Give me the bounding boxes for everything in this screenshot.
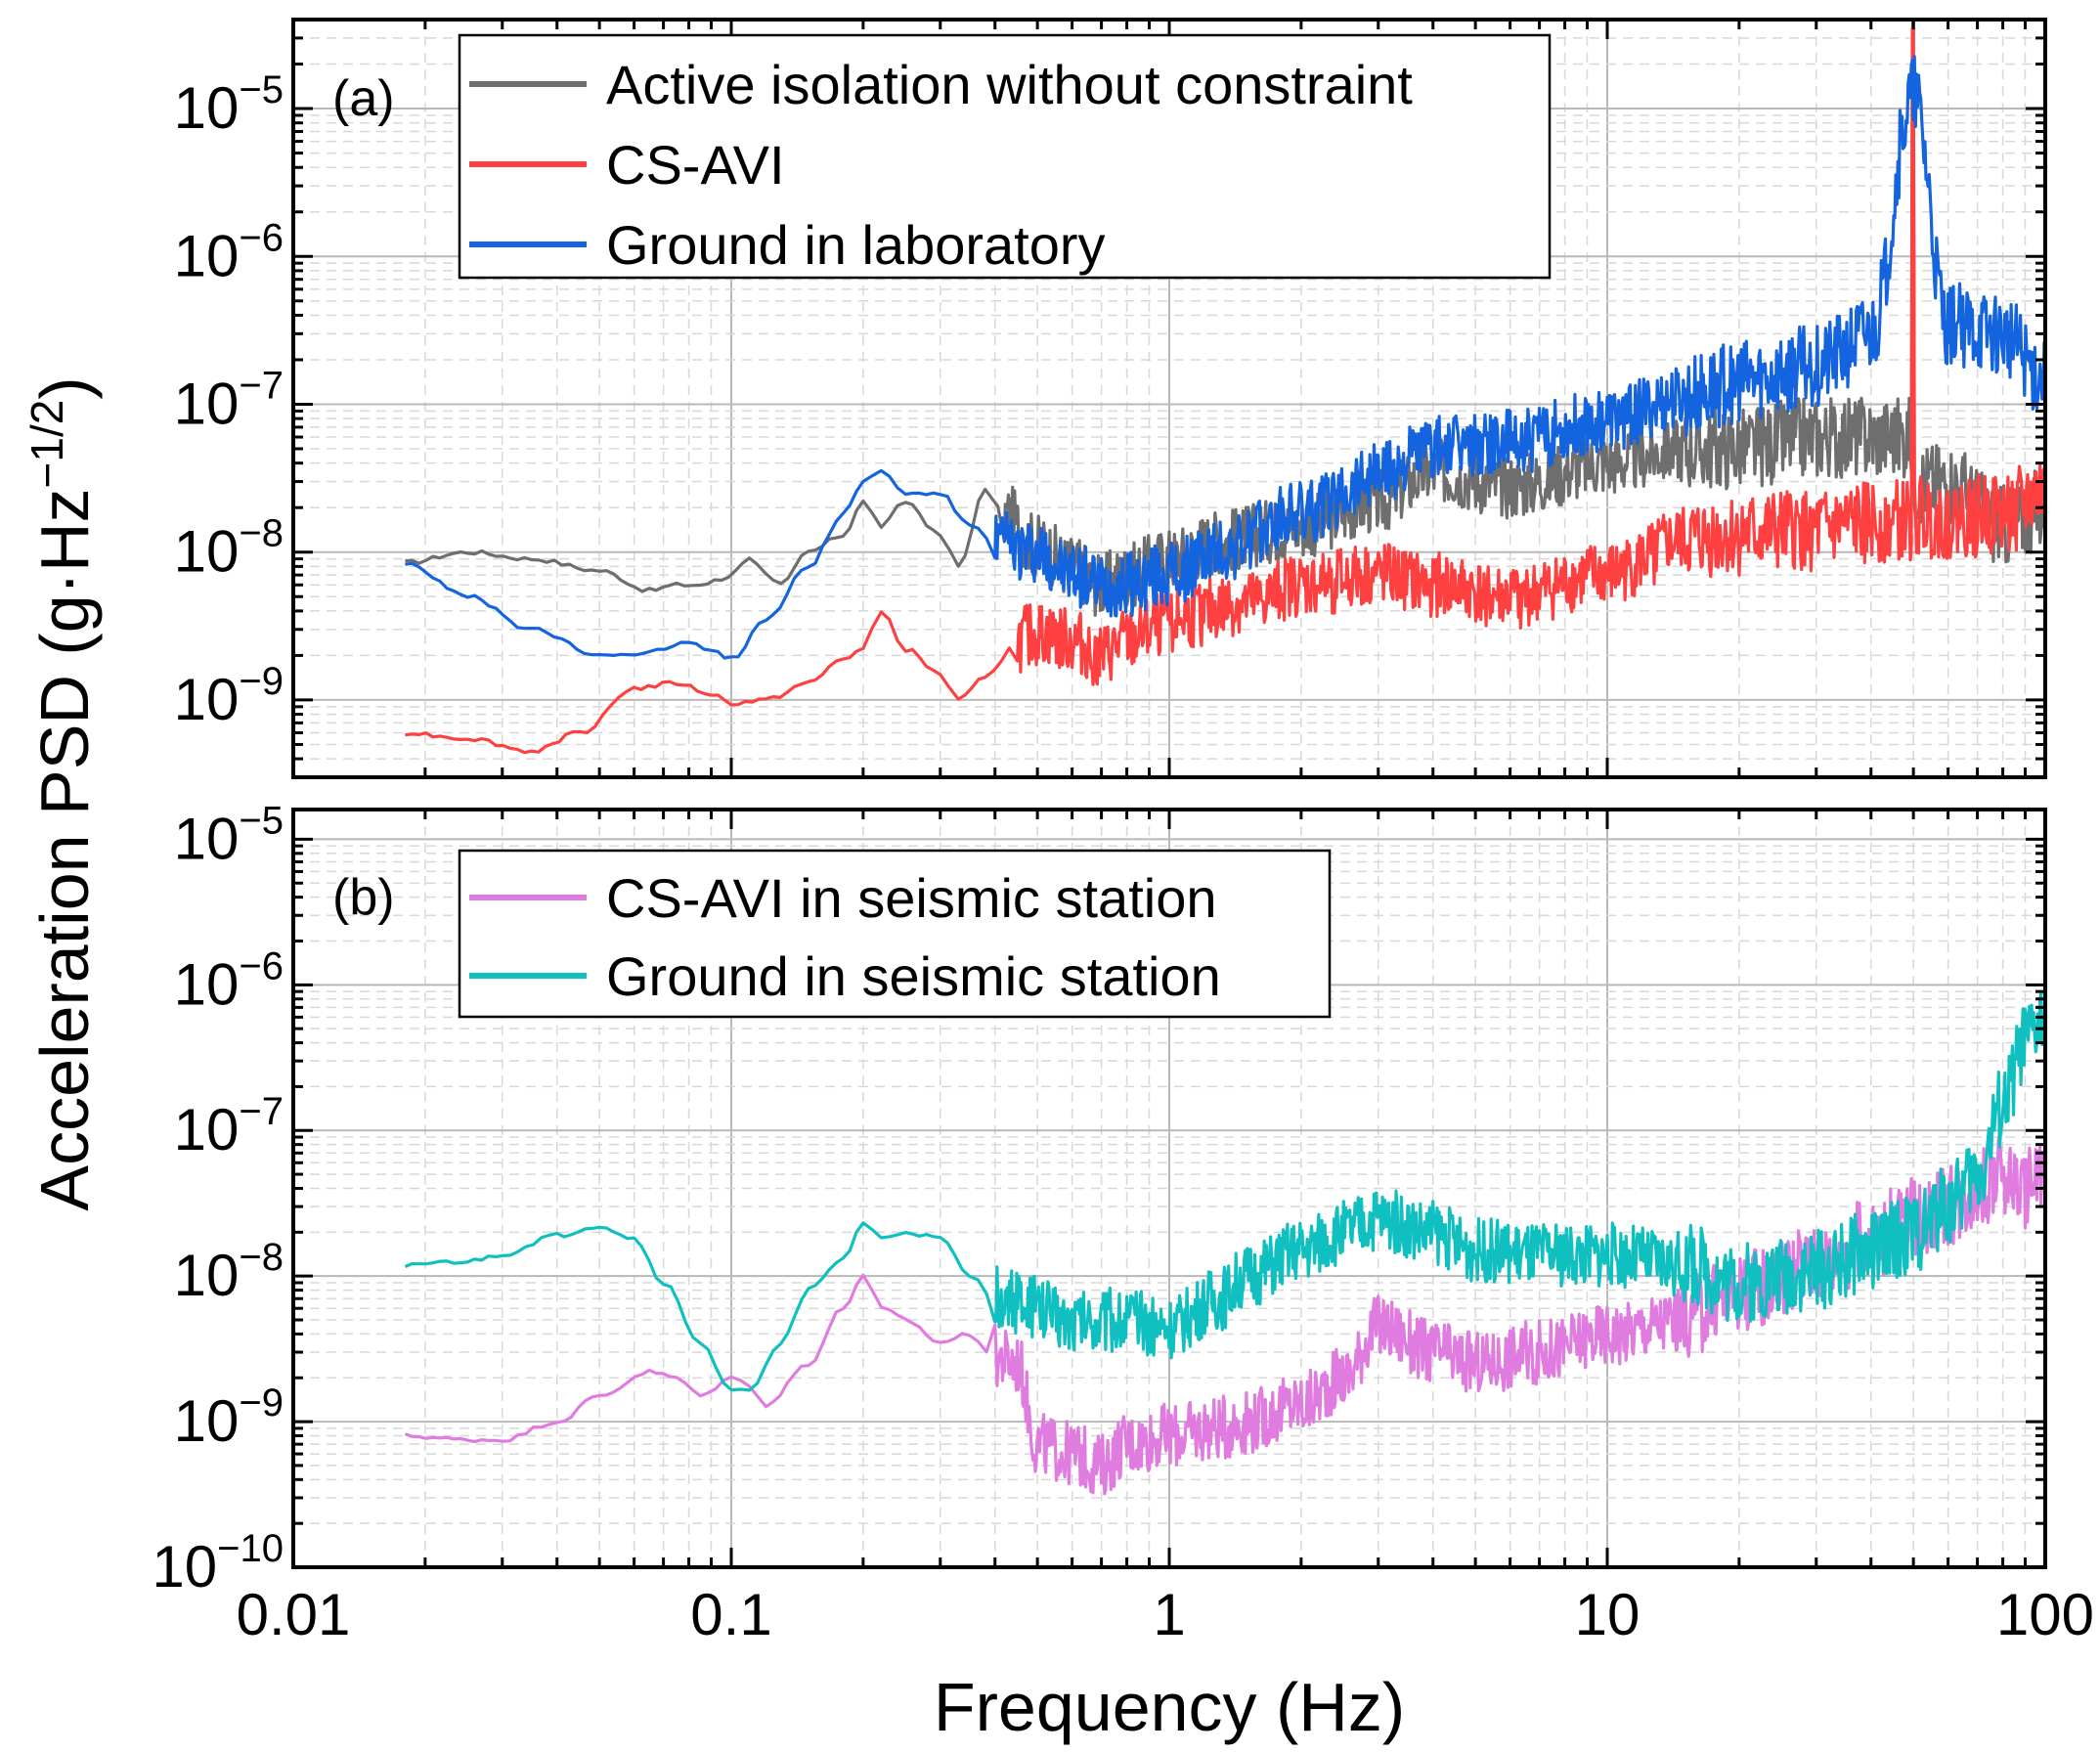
y-axis-title-exponent: −1/2	[22, 400, 72, 489]
y-tick-label-exponent: −6	[239, 944, 284, 987]
x-tick-labels: 0.01 0.1 1 10 100	[237, 1582, 2094, 1647]
legend-entry-label: Ground in seismic station	[606, 945, 1221, 1007]
y-tick-label-base: 10	[174, 1388, 240, 1454]
y-tick-label-base: 10	[174, 223, 240, 288]
legend-b: CS-AVI in seismic station Ground in seism…	[458, 849, 1332, 1019]
legend-box	[458, 33, 1552, 280]
legend-a: Active isolation without constraint CS-AV…	[458, 33, 1552, 280]
y-axis-title: Acceleration PSD (g·Hz−1/2)	[22, 376, 103, 1210]
series-b	[404, 990, 2045, 1496]
ticks-a	[293, 18, 2045, 779]
y-tick-label: 10−5	[174, 68, 284, 141]
y-tick-label-exponent: −9	[239, 660, 284, 703]
ticks-b	[293, 810, 2045, 1569]
x-tick-label: 10	[1575, 1582, 1641, 1647]
y-tick-label-exponent: −9	[239, 1381, 284, 1424]
panel-a: 10−910−810−710−610−5 (a) Active isolatio…	[174, 18, 2047, 779]
y-tick-label-exponent: −6	[239, 216, 284, 259]
x-tick-label: 1	[1153, 1582, 1185, 1647]
y-tick-label-exponent: −8	[239, 1236, 284, 1279]
y-tick-label: 10−8	[174, 1236, 284, 1308]
y-tick-label: 10−7	[174, 364, 284, 436]
legend-entry-label: CS-AVI in seismic station	[606, 867, 1216, 929]
legend-entry-label: CS-AVI	[606, 134, 785, 196]
y-tick-label: 10−9	[174, 660, 284, 732]
y-tick-label-base: 10	[174, 951, 240, 1017]
y-tick-label-exponent: −5	[239, 68, 284, 111]
y-tick-label-base: 10	[174, 75, 240, 141]
y-axis-title-main: Acceleration PSD (g·Hz	[26, 488, 103, 1210]
y-tick-label-base: 10	[174, 1243, 240, 1308]
y-tick-label-base: 10	[174, 371, 240, 436]
y-tick-label-base: 10	[152, 1534, 217, 1600]
y-tick-label-base: 10	[174, 667, 240, 732]
x-tick-label: 0.1	[690, 1582, 771, 1647]
y-tick-label: 10−6	[174, 216, 284, 288]
series-line-ground-in-laboratory	[405, 55, 2045, 660]
legend-entry-label: Ground in laboratory	[606, 214, 1106, 276]
y-tick-label-base: 10	[174, 519, 240, 585]
y-tick-label: 10−9	[174, 1381, 284, 1454]
y-tick-label-exponent: −8	[239, 512, 284, 555]
x-tick-label: 0.01	[237, 1582, 351, 1647]
panel-b-tag: (b)	[332, 869, 395, 926]
legend-entry-label: Active isolation without constraint	[606, 54, 1413, 115]
y-tick-label-exponent: −7	[239, 1090, 284, 1133]
y-tick-label-exponent: −10	[217, 1527, 284, 1570]
y-tick-label: 10−5	[174, 799, 284, 871]
series-a	[405, 20, 2045, 755]
y-tick-label-exponent: −7	[239, 364, 284, 407]
x-tick-label: 100	[1996, 1582, 2094, 1647]
y-axis-title-close: )	[26, 376, 103, 399]
y-tick-label: 10−10	[152, 1527, 284, 1600]
series-line-cs-avi	[405, 25, 2045, 755]
y-tick-label: 10−7	[174, 1090, 284, 1162]
y-tick-labels-a: 10−910−810−710−610−5	[174, 68, 284, 732]
y-tick-label-base: 10	[174, 806, 240, 871]
y-tick-label: 10−6	[174, 944, 284, 1017]
y-tick-label: 10−8	[174, 512, 284, 585]
series-line-ground-in-seismic-station	[404, 990, 2045, 1392]
legend-box	[458, 849, 1332, 1019]
y-tick-label-exponent: −5	[239, 799, 284, 842]
x-axis-title: Frequency (Hz)	[934, 1669, 1405, 1745]
panel-a-tag: (a)	[332, 70, 395, 127]
y-tick-label-base: 10	[174, 1097, 240, 1162]
